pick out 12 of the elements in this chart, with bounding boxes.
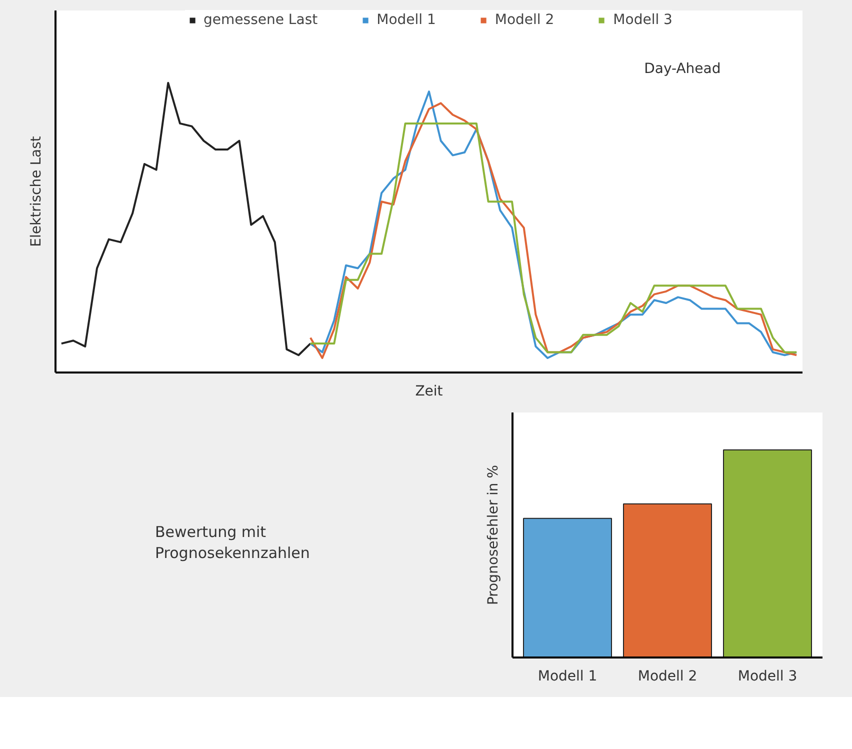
y-axis-title: Prognosefehler in % — [486, 464, 502, 606]
x-tick-label: Modell 2 — [638, 668, 698, 684]
legend-label: Modell 2 — [494, 12, 554, 28]
text: Bewertung mit Prognosekennzahlen — [155, 522, 310, 564]
legend-label: Modell 3 — [613, 12, 672, 28]
x-axis-title: Zeit — [415, 384, 444, 400]
legend-label: gemessene Last — [204, 12, 318, 28]
x-tick-label: Modell 3 — [738, 668, 798, 684]
text: Day-Ahead — [644, 61, 721, 78]
legend-label: Modell 1 — [376, 12, 436, 28]
y-axis-title: Elektrische Last — [28, 136, 44, 247]
x-tick-label: Modell 1 — [538, 668, 598, 684]
